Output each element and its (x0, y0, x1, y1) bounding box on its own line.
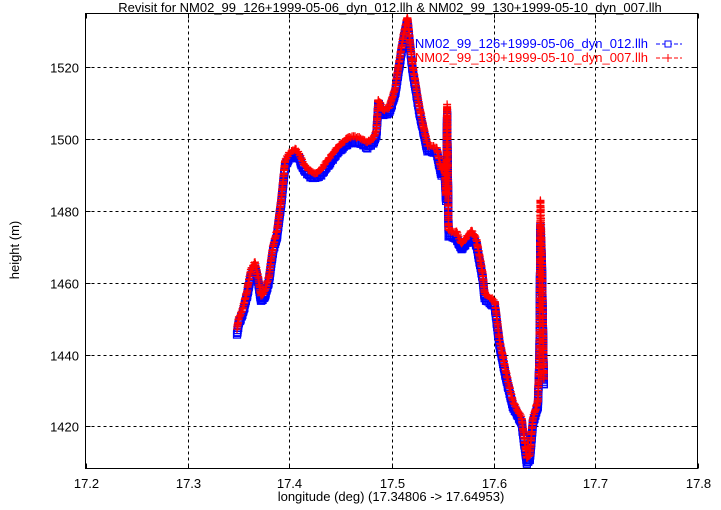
data-point-plus (516, 410, 525, 419)
x-tick-label: 17.5 (380, 476, 405, 491)
x-axis-label: longitude (deg) (17.34806 -> 17.64953) (278, 489, 505, 504)
y-tick-label: 1520 (50, 61, 79, 76)
series-2-markers (233, 13, 548, 462)
y-tick-label: 1440 (50, 349, 79, 364)
data-point-plus (301, 161, 310, 170)
legend: NM02_99_126+1999-05-06_dyn_012.llh NM02_… (415, 36, 682, 65)
y-tick-label: 1500 (50, 133, 79, 148)
data-point-plus (539, 375, 548, 383)
series-1-markers (232, 18, 549, 468)
legend-label-1: NM02_99_126+1999-05-06_dyn_012.llh (415, 36, 648, 51)
x-tick-label: 17.4 (277, 476, 302, 491)
data-point-plus (294, 147, 303, 156)
y-tick-label: 1460 (50, 277, 79, 292)
legend-label-2: NM02_99_130+1999-05-10_dyn_007.llh (415, 50, 648, 65)
chart-title: Revisit for NM02_99_126+1999-05-06_dyn_0… (118, 0, 662, 15)
x-tick-label: 17.7 (583, 476, 608, 491)
x-tick-label: 17.8 (686, 476, 711, 491)
y-axis-label: height (m) (7, 221, 22, 280)
grid (85, 13, 698, 469)
axis-ticks: 17.2 17.3 17.4 17.5 17.6 17.7 17.8 1420 1440 1460… (50, 13, 711, 491)
data-point-plus (324, 155, 333, 164)
data-point-plus (511, 402, 520, 411)
data-point-plus (384, 104, 393, 113)
x-tick-label: 17.3 (176, 476, 201, 491)
legend-marker-square (664, 40, 672, 48)
x-tick-label: 17.2 (74, 476, 99, 491)
y-tick-label: 1480 (50, 205, 79, 220)
legend-marker-plus (664, 54, 672, 62)
data-point-plus (509, 399, 518, 407)
x-tick-label: 17.6 (482, 476, 507, 491)
data-point-plus (510, 400, 519, 409)
plot-frame (85, 13, 698, 469)
y-tick-label: 1420 (50, 420, 79, 435)
data-point-plus (453, 230, 462, 239)
